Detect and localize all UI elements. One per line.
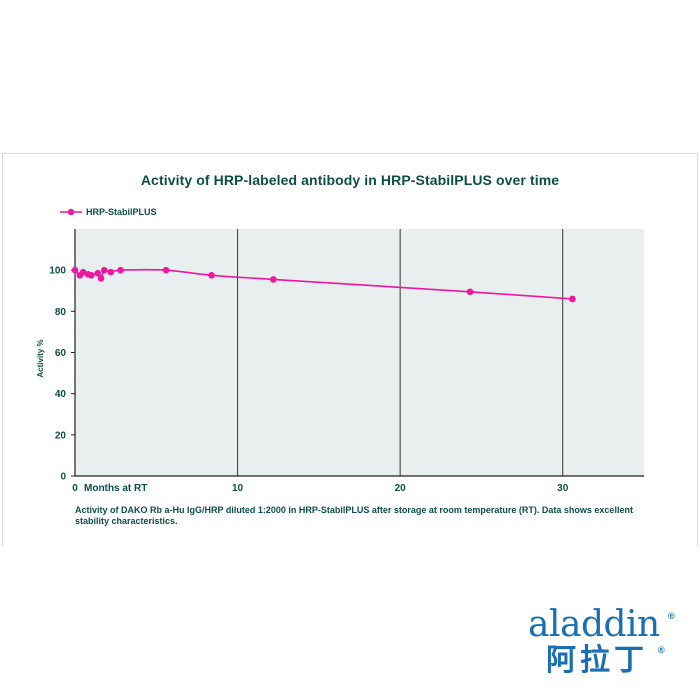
data-point-8 [107, 268, 115, 276]
plot-area [75, 229, 644, 476]
data-point-9 [117, 266, 124, 274]
logo-text-cn: 阿拉丁 [546, 643, 648, 678]
y-tick-label-100: 100 [49, 266, 66, 277]
registered-mark-cn: ® [658, 645, 665, 655]
y-tick-label-0: 0 [60, 472, 66, 483]
x-tick-label-0: 0 [72, 483, 78, 494]
x-axis-label: Months at RT [84, 483, 147, 494]
data-point-12 [270, 276, 277, 283]
y-tick-label-20: 20 [55, 430, 67, 441]
x-tick-label-30: 30 [557, 483, 569, 494]
data-point-7 [100, 266, 108, 274]
legend-label: HRP-StabilPLUS [86, 207, 157, 217]
chart-caption: Activity of DAKO Rb a-Hu IgG/HRP diluted… [75, 505, 633, 526]
y-tick-label-80: 80 [55, 307, 67, 318]
data-point-5 [94, 269, 102, 277]
data-point-14 [569, 295, 576, 303]
logo-text-en: aladdin [528, 604, 660, 645]
x-tick-label-20: 20 [395, 483, 407, 494]
legend-marker [67, 208, 75, 216]
data-point-13 [466, 288, 474, 296]
registered-mark-en: ® [668, 611, 675, 621]
data-point-11 [208, 272, 215, 279]
data-point-0 [71, 266, 79, 274]
data-point-10 [162, 266, 170, 274]
data-point-4 [87, 272, 95, 279]
chart-title: Activity of HRP-labeled antibody in HRP-… [140, 172, 560, 188]
x-tick-label-10: 10 [232, 483, 244, 494]
y-axis-label: Activity % [36, 339, 45, 377]
data-point-6 [97, 275, 105, 282]
y-tick-label-60: 60 [55, 348, 67, 359]
y-tick-label-40: 40 [55, 389, 67, 400]
aladdin-logo: aladdin ® 阿拉丁 ® [528, 605, 678, 685]
